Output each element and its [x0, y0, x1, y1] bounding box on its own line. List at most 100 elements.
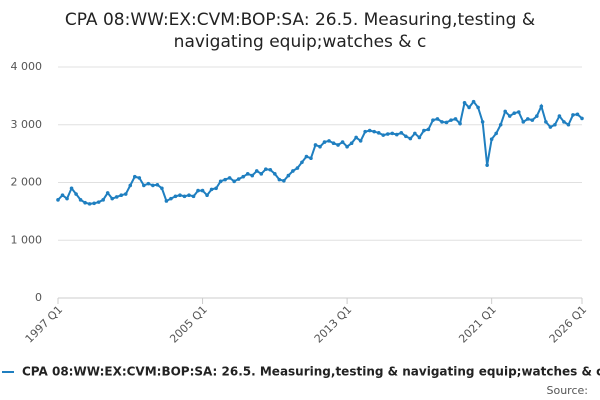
point: [223, 177, 227, 182]
point: [413, 131, 417, 136]
point: [236, 177, 241, 181]
point: [218, 179, 223, 184]
point: [182, 194, 187, 199]
point: [363, 129, 367, 134]
point: [345, 144, 349, 149]
point: [200, 188, 205, 193]
x-tick-label: 2026 Q1: [547, 303, 590, 346]
point: [381, 133, 386, 137]
point: [327, 139, 331, 143]
point: [390, 131, 395, 136]
point: [354, 135, 358, 140]
point: [74, 192, 78, 196]
point: [273, 172, 277, 176]
x-tick-label: 2005 Q1: [167, 303, 210, 346]
point: [101, 198, 105, 202]
point: [259, 172, 264, 176]
point: [557, 114, 562, 118]
point: [449, 118, 453, 122]
point: [476, 105, 480, 110]
point: [431, 118, 435, 122]
point: [123, 192, 128, 196]
point: [503, 109, 508, 114]
point: [435, 117, 440, 121]
point: [160, 186, 164, 191]
point: [313, 143, 318, 147]
x-tick-label: 1997 Q1: [23, 303, 66, 346]
point: [178, 193, 182, 198]
point: [227, 176, 232, 180]
point: [507, 114, 512, 118]
point: [268, 167, 273, 172]
point: [146, 181, 151, 186]
point: [132, 174, 137, 179]
chart-title: navigating equip;watches & c: [174, 32, 427, 52]
point: [521, 120, 526, 124]
y-tick-label: 1 000: [11, 233, 43, 246]
point: [295, 166, 300, 170]
point: [358, 139, 363, 143]
point: [155, 183, 160, 187]
point: [128, 183, 133, 188]
y-tick-label: 0: [35, 291, 42, 304]
point: [336, 143, 340, 147]
point: [291, 169, 295, 173]
point: [69, 186, 74, 191]
point: [318, 144, 322, 149]
point: [277, 177, 282, 182]
point: [404, 134, 408, 139]
legend-label: CPA 08:WW:EX:CVM:BOP:SA: 26.5. Measuring…: [22, 365, 600, 379]
y-tick-label: 4 000: [11, 60, 43, 73]
point: [399, 131, 404, 135]
point: [525, 117, 530, 121]
point: [322, 140, 327, 144]
point: [512, 111, 517, 115]
point: [250, 173, 255, 178]
point: [372, 129, 377, 134]
point: [498, 122, 503, 127]
point: [232, 179, 236, 184]
point: [78, 198, 83, 202]
point: [394, 132, 399, 137]
point: [440, 120, 444, 124]
point: [367, 128, 372, 133]
point: [489, 137, 494, 141]
point: [254, 169, 259, 173]
point: [571, 113, 575, 117]
point: [575, 112, 580, 117]
point: [566, 122, 571, 127]
point: [467, 105, 471, 110]
point: [60, 193, 65, 198]
point: [169, 196, 173, 201]
x-tick-label: 2021 Q1: [456, 303, 499, 346]
point: [544, 120, 548, 124]
point: [453, 117, 458, 121]
point: [580, 116, 584, 121]
point: [331, 141, 336, 146]
point: [309, 156, 313, 161]
point: [137, 176, 142, 180]
point: [105, 191, 110, 195]
point: [471, 99, 476, 104]
point: [263, 167, 268, 172]
point: [458, 121, 462, 126]
point: [349, 141, 354, 146]
point: [110, 196, 115, 201]
point: [385, 132, 390, 136]
point: [209, 187, 214, 192]
point: [56, 198, 60, 202]
point: [196, 188, 200, 193]
point: [516, 110, 521, 114]
point: [480, 120, 485, 124]
point: [304, 154, 309, 159]
point: [462, 101, 467, 105]
point: [65, 196, 69, 201]
point: [485, 163, 489, 167]
point: [553, 122, 557, 127]
point: [282, 178, 286, 183]
point: [205, 193, 209, 198]
point: [191, 194, 196, 199]
point: [119, 193, 124, 198]
point: [535, 114, 539, 118]
